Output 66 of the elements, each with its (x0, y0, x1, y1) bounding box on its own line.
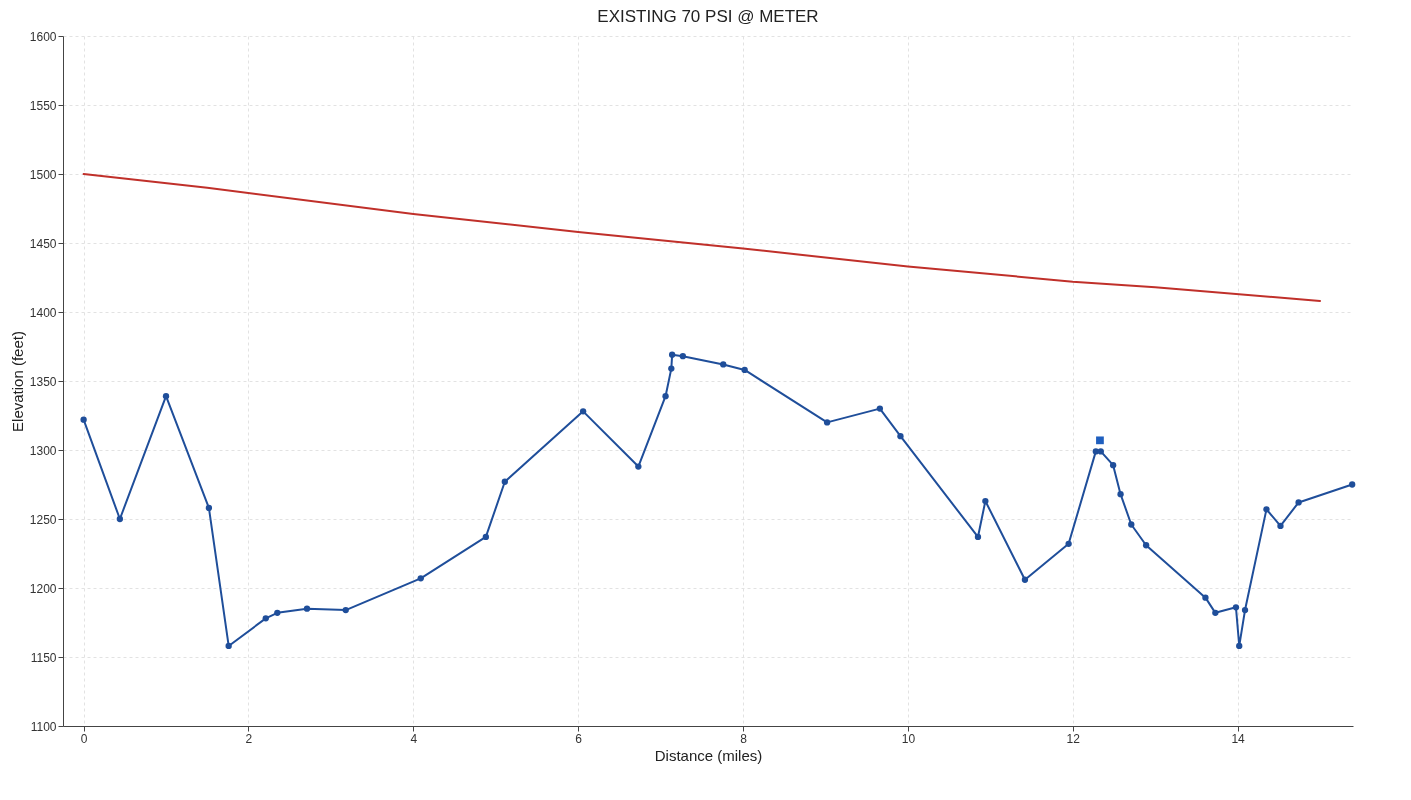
point (1128, 521, 1135, 528)
point (417, 575, 424, 582)
point (482, 533, 490, 541)
y-tick-label: 1500 (29, 167, 57, 182)
x-tick-label: 14 (1231, 731, 1246, 746)
point (1096, 436, 1104, 445)
point (668, 351, 676, 358)
point (974, 533, 982, 541)
x-tick-label: 10 (901, 731, 916, 746)
y-tick-label: 1450 (29, 236, 57, 251)
x-tick-label: 8 (740, 731, 748, 746)
y-tick-label: 1400 (29, 305, 57, 320)
point (662, 393, 669, 400)
point (1117, 491, 1124, 498)
y-tick-label: 1300 (29, 443, 57, 458)
x-tick-label: 4 (410, 731, 418, 746)
x-tick-label: 2 (245, 731, 253, 746)
x-tick-label: 12 (1066, 731, 1081, 746)
y-tick-label: 1250 (29, 512, 57, 527)
point (823, 419, 831, 426)
point (635, 463, 642, 470)
point (162, 393, 170, 400)
point (262, 615, 269, 622)
point (679, 353, 687, 360)
line-series (82, 173, 1322, 302)
point (274, 609, 281, 616)
y-tick-label: 1600 (29, 29, 57, 44)
point (1065, 540, 1072, 547)
y-tick-label: 1150 (30, 650, 57, 665)
x-tick-label: 0 (80, 731, 88, 746)
point (579, 408, 587, 415)
point (1092, 448, 1099, 455)
point (1212, 609, 1219, 616)
point (1021, 576, 1029, 583)
point (1241, 606, 1249, 614)
point (501, 478, 508, 485)
y-tick-label: 1350 (29, 374, 57, 389)
point (720, 361, 727, 368)
point (225, 642, 232, 650)
point (982, 497, 989, 505)
y-tick-label: 1550 (29, 98, 57, 113)
point (1295, 499, 1302, 506)
point (1097, 448, 1104, 455)
point (1142, 542, 1150, 549)
point (668, 365, 675, 372)
point (1349, 481, 1356, 488)
point (1202, 594, 1209, 601)
chart-title: EXISTING 70 PSI @ METER (597, 7, 819, 26)
point (1277, 522, 1284, 530)
point (876, 405, 884, 412)
y-axis-title: Elevation (feet) (8, 331, 26, 432)
point (342, 606, 349, 614)
point (1263, 506, 1270, 513)
point (897, 433, 904, 440)
point (1232, 604, 1240, 611)
point (116, 515, 124, 523)
point (80, 416, 87, 423)
x-axis-title: Distance (miles) (654, 746, 763, 764)
point (741, 366, 748, 374)
y-tick-label: 1200 (29, 581, 57, 596)
x-tick-label: 6 (575, 731, 583, 746)
y-tick-label: 1100 (30, 719, 57, 734)
point (205, 504, 213, 512)
point (1109, 462, 1117, 469)
point (303, 605, 311, 612)
point (1236, 642, 1243, 650)
